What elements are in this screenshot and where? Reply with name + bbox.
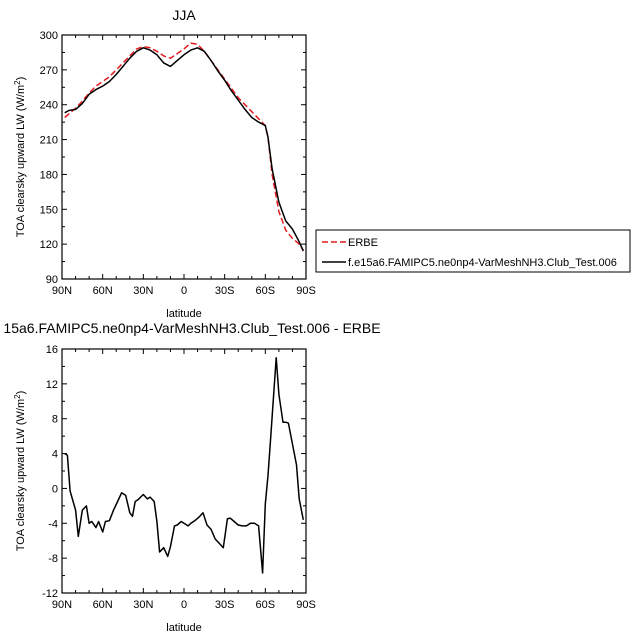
top-series-lines xyxy=(64,42,304,252)
x-tick-label: 30S xyxy=(215,285,235,297)
y-tick-label: 90 xyxy=(46,274,58,286)
model-line xyxy=(64,47,304,252)
y-tick-label: 0 xyxy=(52,483,58,495)
y-tick-label: 150 xyxy=(40,204,58,216)
top-x-axis-title: latitude xyxy=(166,308,201,320)
y-tick-label: 300 xyxy=(40,30,58,42)
y-tick-label: 270 xyxy=(40,65,58,77)
y-tick-label: 8 xyxy=(52,414,58,426)
x-tick-label: 60N xyxy=(93,285,113,297)
x-tick-label: 30N xyxy=(133,599,153,611)
difference-line xyxy=(64,356,305,574)
x-tick-label: 30S xyxy=(215,599,235,611)
y-tick-label: 210 xyxy=(40,135,58,147)
bottom-plot-frame xyxy=(61,348,307,594)
y-tick-label: 120 xyxy=(40,239,58,251)
x-tick-label: 30N xyxy=(133,285,153,297)
x-tick-label: 90N xyxy=(52,285,72,297)
y-tick-label: -4 xyxy=(48,518,58,530)
top-plot-frame xyxy=(61,34,307,280)
y-tick-label: 240 xyxy=(40,100,58,112)
legend-label-erbe: ERBE xyxy=(348,237,378,249)
x-tick-label: 60S xyxy=(256,599,276,611)
bottom-y-axis-title: TOA clearsky upward LW (W/m2) xyxy=(13,391,27,552)
top-panel: JJA 90N 60N 30N 0 30S 60S 90S 90 120 150 180 210 240… xyxy=(13,7,316,320)
x-tick-label: 0 xyxy=(181,285,187,297)
y-tick-label: 16 xyxy=(46,344,58,356)
legend-label-model: f.e15a6.FAMIPC5.ne0np4-VarMeshNH3.Club_T… xyxy=(348,257,617,269)
y-tick-label: -8 xyxy=(48,553,58,565)
top-y-axis-title: TOA clearsky upward LW (W/m2) xyxy=(13,77,27,238)
x-tick-label: 90N xyxy=(52,599,72,611)
y-tick-label: 12 xyxy=(46,379,58,391)
y-tick-label: 4 xyxy=(52,449,58,461)
x-tick-label: 60N xyxy=(93,599,113,611)
legend-box xyxy=(315,229,631,273)
erbe-line xyxy=(64,42,304,251)
bottom-panel: 15a6.FAMIPC5.ne0np4-VarMeshNH3.Club_Test… xyxy=(3,320,380,634)
x-tick-label: 90S xyxy=(296,599,316,611)
legend: ERBE f.e15a6.FAMIPC5.ne0np4-VarMeshNH3.C… xyxy=(315,229,631,273)
y-tick-label: 180 xyxy=(40,169,58,181)
x-tick-label: 0 xyxy=(181,599,187,611)
top-axis-ticks: 90N 60N 30N 0 30S 60S 90S 90 120 150 180 210 240 270 3… xyxy=(40,30,316,297)
bottom-series-lines xyxy=(64,356,305,574)
x-tick-label: 60S xyxy=(256,285,276,297)
y-tick-label: -12 xyxy=(42,588,58,600)
x-tick-label: 90S xyxy=(296,285,316,297)
bottom-x-axis-title: latitude xyxy=(166,622,201,634)
top-panel-title: JJA xyxy=(172,7,196,23)
bottom-panel-title: 15a6.FAMIPC5.ne0np4-VarMeshNH3.Club_Test… xyxy=(3,320,380,336)
